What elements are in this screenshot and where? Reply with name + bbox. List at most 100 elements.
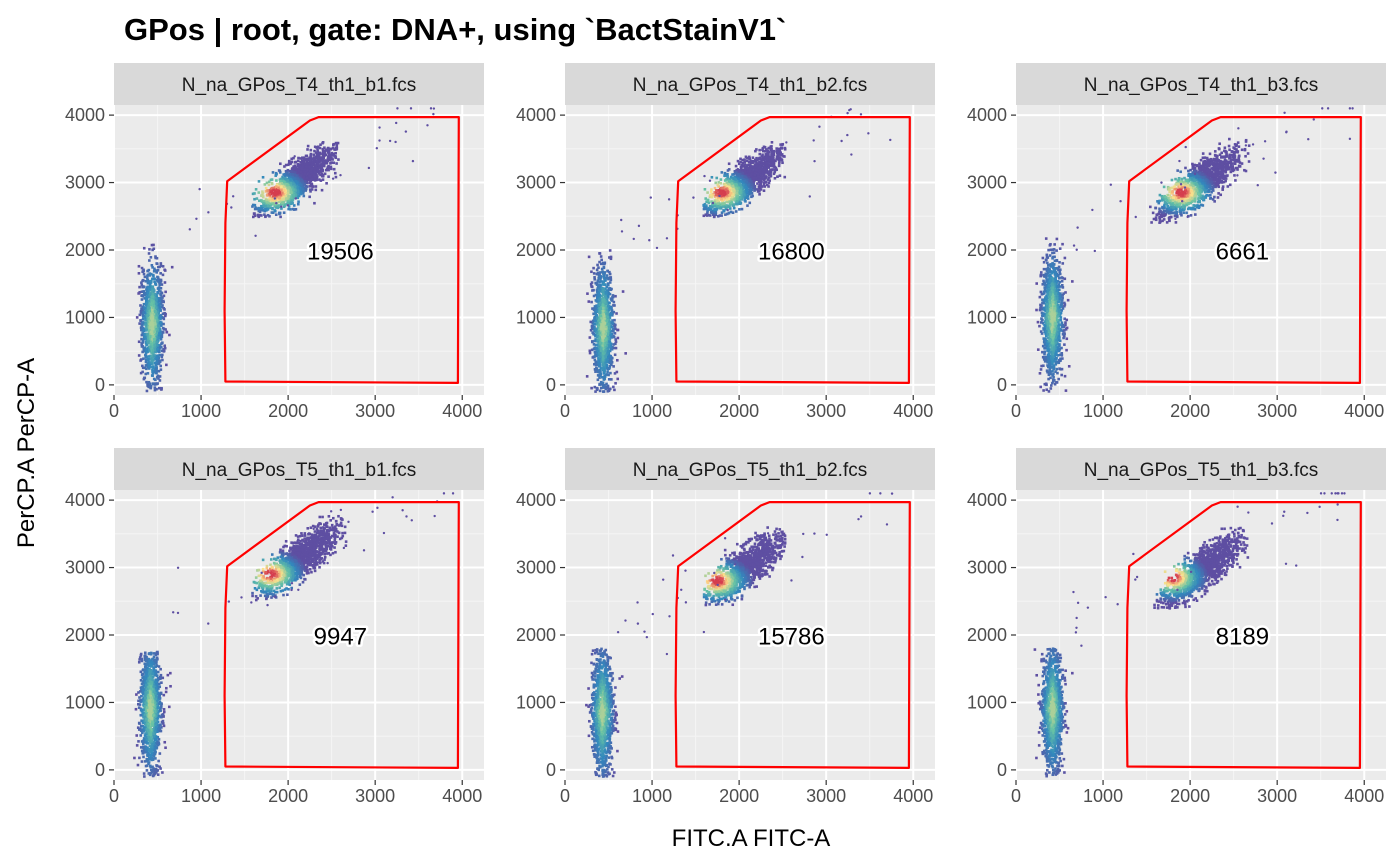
event-point xyxy=(147,312,151,315)
gate-polygon xyxy=(674,115,911,384)
event-point xyxy=(607,291,610,295)
event-point xyxy=(612,335,615,338)
event-point xyxy=(760,180,763,184)
event-point xyxy=(599,333,603,336)
event-point xyxy=(152,382,156,386)
event-point xyxy=(610,325,614,329)
event-point xyxy=(607,378,611,381)
event-point xyxy=(262,203,265,206)
event-point xyxy=(598,352,601,355)
event-point xyxy=(139,359,142,362)
event-point xyxy=(253,203,257,207)
event-point xyxy=(270,207,274,210)
event-point xyxy=(606,294,610,298)
y-tick-label: 1000 xyxy=(967,307,1007,327)
event-point xyxy=(604,329,608,333)
event-point xyxy=(260,193,264,197)
event-point xyxy=(151,300,155,303)
outlier-point xyxy=(808,195,811,198)
event-point xyxy=(141,332,144,335)
event-point xyxy=(163,344,167,348)
event-point xyxy=(724,191,727,195)
event-point xyxy=(153,337,156,341)
event-point xyxy=(145,367,148,371)
event-point xyxy=(596,349,600,353)
event-point xyxy=(285,199,288,202)
event-point xyxy=(748,190,752,193)
event-point xyxy=(298,179,301,183)
event-point xyxy=(731,211,735,214)
event-point xyxy=(302,156,306,159)
event-point xyxy=(268,202,271,205)
event-point xyxy=(591,331,594,334)
event-point xyxy=(604,332,607,336)
event-point xyxy=(734,202,738,206)
event-point xyxy=(143,297,146,300)
outlier-point xyxy=(286,204,290,207)
event-point xyxy=(599,341,603,345)
event-point xyxy=(774,159,777,163)
event-point xyxy=(728,177,732,181)
event-point xyxy=(291,173,295,176)
event-point xyxy=(148,317,151,321)
event-point xyxy=(273,209,277,212)
event-point xyxy=(762,167,765,171)
event-point xyxy=(745,156,749,160)
event-point xyxy=(783,175,787,179)
outlier-point xyxy=(293,155,296,158)
outlier-point xyxy=(310,164,314,167)
event-point xyxy=(312,162,316,165)
event-point xyxy=(759,173,763,177)
event-point xyxy=(146,332,149,336)
event-point xyxy=(609,255,613,259)
event-point xyxy=(1047,248,1050,252)
event-point xyxy=(332,142,336,146)
event-point xyxy=(310,173,314,177)
event-point xyxy=(775,168,778,172)
event-point xyxy=(607,345,611,349)
event-point xyxy=(281,179,284,183)
event-point xyxy=(598,364,601,367)
outlier-point xyxy=(846,133,849,137)
event-point xyxy=(330,156,333,159)
outlier-point xyxy=(432,107,436,110)
event-point xyxy=(252,215,255,219)
event-point xyxy=(775,147,778,150)
event-point xyxy=(602,326,605,329)
event-point xyxy=(738,170,742,173)
event-point xyxy=(149,323,153,327)
event-point xyxy=(602,378,606,381)
event-point xyxy=(260,207,263,210)
event-point xyxy=(147,338,150,342)
event-point xyxy=(270,186,274,190)
event-point xyxy=(725,212,729,216)
event-point xyxy=(148,337,152,340)
event-point xyxy=(752,166,756,169)
event-point xyxy=(274,206,278,209)
event-point xyxy=(147,365,151,368)
event-point xyxy=(144,322,147,325)
event-point xyxy=(153,322,157,325)
event-point xyxy=(710,188,713,191)
event-point xyxy=(321,178,325,181)
y-tick-label: 4000 xyxy=(516,105,556,125)
event-point xyxy=(273,191,276,195)
event-point xyxy=(292,182,295,185)
event-point xyxy=(318,161,321,164)
event-point xyxy=(600,375,604,379)
outlier-point xyxy=(280,205,283,208)
event-point xyxy=(615,312,618,315)
event-point xyxy=(305,181,309,185)
event-point xyxy=(160,298,163,302)
event-point xyxy=(758,190,761,193)
outlier-point xyxy=(850,153,853,156)
event-point xyxy=(153,330,156,334)
event-point xyxy=(598,348,601,352)
event-point xyxy=(296,179,300,182)
event-point xyxy=(163,281,167,284)
event-point xyxy=(317,157,320,160)
event-point xyxy=(719,188,723,192)
event-point xyxy=(774,166,778,170)
event-point xyxy=(752,184,755,188)
event-point xyxy=(158,304,161,307)
